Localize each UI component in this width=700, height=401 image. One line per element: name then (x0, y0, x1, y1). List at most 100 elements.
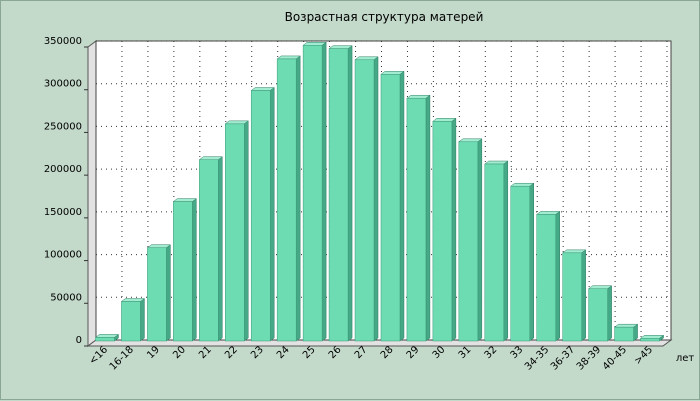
y-tick-label: 50000 (50, 292, 82, 303)
bar-22 (639, 334, 665, 342)
bar-top (432, 118, 457, 122)
bar-side (529, 182, 534, 342)
x-tick-label: 34-35 (523, 344, 551, 372)
x-tick-label: 40-45 (601, 344, 629, 372)
bar-side (373, 56, 379, 342)
bar-top (120, 298, 146, 302)
bar-front (173, 201, 193, 342)
bar-front (614, 326, 634, 342)
bar-side (269, 87, 275, 342)
bar-9 (302, 41, 327, 342)
bar-front (121, 301, 141, 342)
bar-15 (458, 138, 483, 342)
x-tick-label: 22 (223, 344, 240, 361)
bar-top (406, 94, 431, 99)
bar-top (354, 56, 379, 61)
bar-side (607, 285, 612, 342)
bar-front (562, 252, 582, 342)
bar-side (347, 45, 353, 342)
bar-front (588, 288, 608, 342)
bar-top (484, 160, 509, 165)
bar-front (484, 163, 505, 342)
bar-top (198, 156, 224, 160)
bar-front (432, 121, 453, 342)
bar-front (250, 90, 271, 342)
bar-side (399, 70, 405, 342)
bar-side (140, 298, 145, 342)
x-unit-label: лет (676, 353, 695, 364)
x-tick-label: 26 (327, 344, 344, 361)
bar-3 (146, 244, 172, 342)
bar-side (218, 156, 223, 342)
bar-8 (276, 55, 301, 342)
bar-front (458, 141, 479, 342)
bar-front (225, 123, 245, 342)
bar-top (276, 55, 301, 60)
bar-1 (94, 333, 120, 342)
x-tick-label: >45 (632, 344, 655, 367)
bar-front (406, 97, 427, 342)
bar-10 (328, 45, 353, 342)
bar-top (380, 71, 405, 75)
bar-16 (484, 160, 509, 342)
bar-side (581, 249, 586, 342)
x-tick-label: 31 (457, 344, 474, 361)
x-tick-label: 32 (483, 344, 500, 361)
bar-front (354, 59, 375, 342)
bar-6 (224, 120, 249, 342)
bar-top (613, 323, 639, 328)
x-tick-label: 33 (509, 344, 526, 361)
bar-front (640, 338, 660, 342)
y-tick-label: 200000 (44, 164, 82, 175)
bar-21 (613, 323, 639, 342)
bar-14 (432, 117, 457, 342)
y-tick-label: 300000 (44, 79, 82, 90)
bar-side (244, 120, 249, 342)
y-tick-label: 350000 (44, 36, 82, 47)
x-tick-label: 29 (405, 344, 422, 361)
bar-front (199, 159, 219, 342)
bar-side (166, 244, 171, 342)
bar-side (477, 138, 483, 342)
y-tick-label: 0 (76, 335, 82, 346)
bar-18 (535, 210, 561, 342)
x-tick-label: 19 (145, 344, 162, 361)
bar-side (295, 55, 301, 342)
bar-side (192, 198, 197, 342)
x-tick-label: 27 (353, 344, 370, 361)
plot-side-wall (87, 40, 97, 347)
chart-title: Возрастная структура матерей (285, 10, 484, 24)
bar-side (321, 41, 327, 342)
bar-top (302, 42, 327, 46)
bar-17 (510, 182, 535, 342)
y-tick-label: 100000 (44, 250, 82, 261)
bar-front (147, 247, 167, 342)
bar-front (380, 74, 401, 342)
bar-side (451, 117, 457, 342)
bar-7 (250, 87, 275, 342)
y-tick-label: 250000 (44, 121, 82, 132)
bar-4 (172, 198, 198, 342)
x-tick-label: 36-37 (549, 344, 577, 372)
bar-19 (561, 249, 587, 342)
bar-front (276, 58, 297, 342)
bar-13 (406, 94, 431, 342)
x-tick-label: 23 (249, 344, 266, 361)
x-tick-label: 28 (379, 344, 396, 361)
x-tick-label: <16 (87, 344, 110, 367)
x-tick-label: 16-18 (108, 344, 136, 372)
bar-top (510, 182, 535, 187)
x-tick-label: 21 (197, 344, 214, 361)
x-tick-label: 20 (171, 344, 188, 361)
bar-top (172, 198, 198, 202)
bar-top (535, 211, 561, 215)
bar-20 (587, 285, 613, 342)
bar-12 (380, 70, 405, 342)
bar-top (224, 120, 249, 125)
bar-11 (354, 56, 379, 342)
bar-top (94, 334, 120, 338)
bar-top (328, 45, 353, 49)
